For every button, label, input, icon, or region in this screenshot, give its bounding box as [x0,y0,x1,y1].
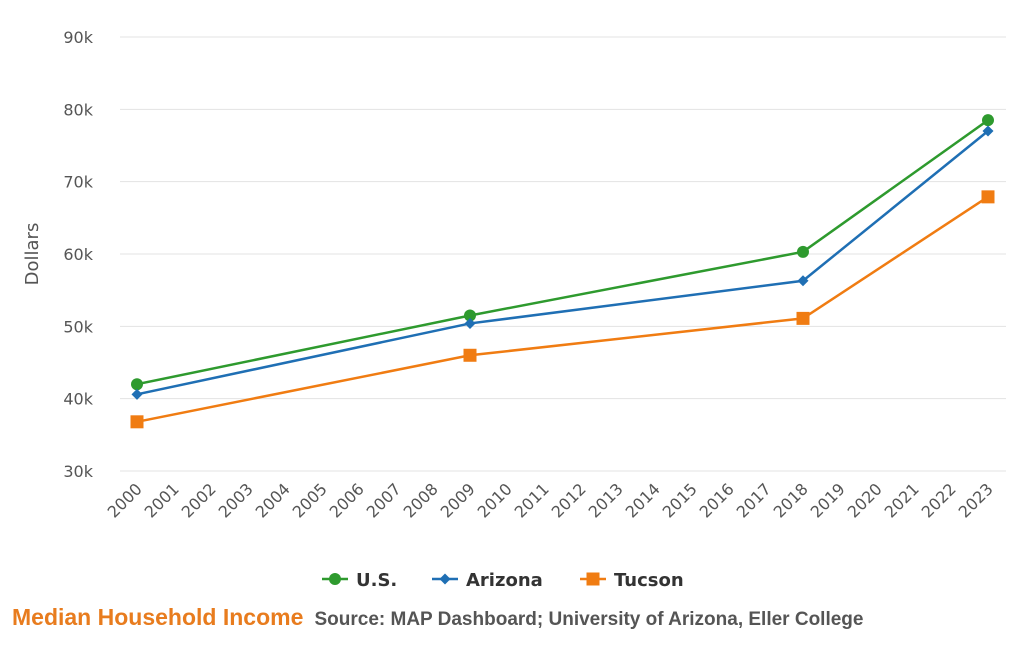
series-lines [130,114,995,429]
x-tick-label: 2007 [363,479,405,521]
data-point [131,388,143,400]
data-point [131,378,143,391]
legend-marker [439,573,451,585]
series-line [136,195,989,424]
x-tick-label: 2012 [548,479,590,521]
data-point [464,317,476,329]
data-point [797,275,809,287]
data-point [463,348,477,362]
chart-caption: Median Household Income Source: MAP Dash… [12,604,863,631]
series-line [136,119,989,386]
x-tick-label: 2020 [844,479,886,521]
series-arizona [131,125,994,400]
data-point [982,125,994,137]
series-tucson [130,190,995,429]
data-point [981,190,995,204]
data-point [464,309,476,322]
x-tick-label: 2022 [918,479,960,521]
y-tick-label: 70k [63,173,93,192]
legend-item[interactable]: Arizona [432,570,543,591]
legend-marker [586,572,600,586]
y-axis-ticks: 30k 40k 50k 60k 70k 80k 90k [63,28,93,481]
legend-item[interactable]: Tucson [580,570,684,591]
x-tick-label: 2005 [289,479,331,521]
x-tick-label: 2014 [622,479,664,521]
series-us [131,114,994,391]
x-tick-label: 2016 [696,479,738,521]
y-tick-label: 50k [63,317,93,336]
legend-label: U.S. [356,570,397,591]
x-tick-label: 2017 [733,479,775,521]
x-tick-label: 2009 [437,479,479,521]
x-tick-label: 2023 [955,479,997,521]
x-tick-label: 2019 [807,479,849,521]
legend-label: Tucson [614,570,684,591]
x-tick-label: 2010 [474,479,516,521]
data-point [130,415,144,429]
y-tick-label: 80k [63,100,93,119]
y-tick-label: 40k [63,390,93,409]
caption-title: Median Household Income [12,604,304,630]
y-tick-label: 30k [63,462,93,481]
x-tick-label: 2021 [881,479,923,521]
x-tick-label: 2018 [770,479,812,521]
x-tick-label: 2008 [400,479,442,521]
x-axis-ticks: 2000200120022003200420052006200720082009… [104,479,997,521]
legend-marker [329,573,341,585]
x-tick-label: 2006 [326,479,368,521]
legend: U.S. Arizona Tucson [322,570,684,591]
x-tick-label: 2015 [659,479,701,521]
legend-item[interactable]: U.S. [322,570,397,591]
x-tick-label: 2003 [215,479,257,521]
caption-source: Source: MAP Dashboard; University of Ari… [314,609,864,630]
x-tick-label: 2004 [252,479,294,521]
data-point [982,114,994,127]
x-tick-label: 2001 [141,479,183,521]
y-tick-label: 60k [63,245,93,264]
data-point [797,245,809,258]
legend-label: Arizona [466,570,543,591]
x-tick-label: 2000 [104,479,146,521]
data-point [796,311,810,325]
x-tick-label: 2011 [511,479,553,521]
x-tick-label: 2002 [178,479,220,521]
y-tick-label: 90k [63,28,93,47]
series-line [136,130,989,396]
y-axis-title: Dollars [22,223,43,286]
x-tick-label: 2013 [585,479,627,521]
gridlines [120,36,1006,472]
